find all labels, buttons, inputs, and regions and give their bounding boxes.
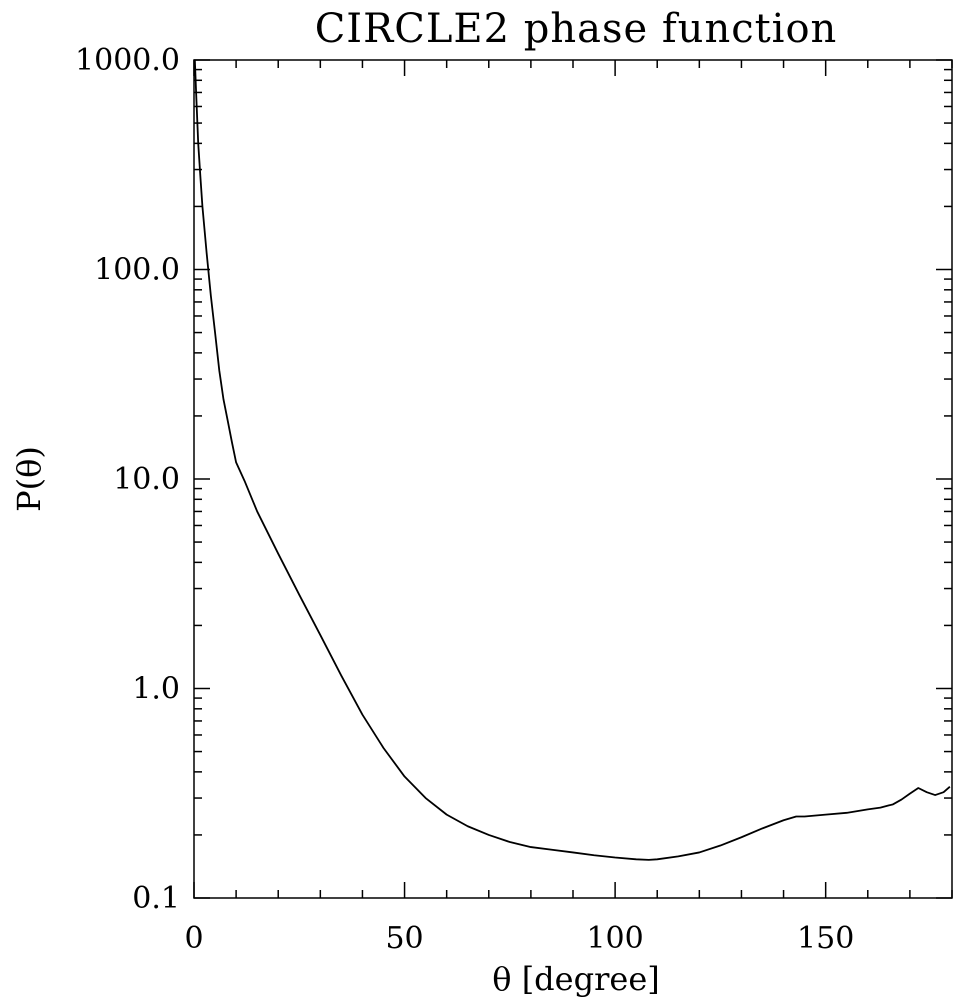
y-tick-label: 10.0 — [113, 462, 180, 497]
x-axis-label: θ [degree] — [492, 960, 659, 998]
tick-labels-layer: 0 50 100 150 0.1 1.0 10.0 100.0 1000.0 — [75, 43, 854, 956]
x-tick-label: 100 — [586, 921, 643, 956]
y-tick-label: 1.0 — [132, 672, 180, 707]
x-tick-label: 150 — [797, 921, 854, 956]
y-tick-label: 1000.0 — [75, 43, 180, 78]
ticks-layer — [193, 59, 953, 899]
x-tick-label: 50 — [385, 921, 423, 956]
y-tick-label: 100.0 — [94, 253, 180, 288]
series-line-phase-function — [193, 59, 951, 861]
x-tick-label: 0 — [184, 921, 203, 956]
chart-title: CIRCLE2 phase function — [315, 6, 838, 52]
y-tick-label: 0.1 — [132, 881, 180, 916]
y-axis-label: P(θ) — [10, 446, 48, 512]
plot-frame — [193, 59, 953, 899]
